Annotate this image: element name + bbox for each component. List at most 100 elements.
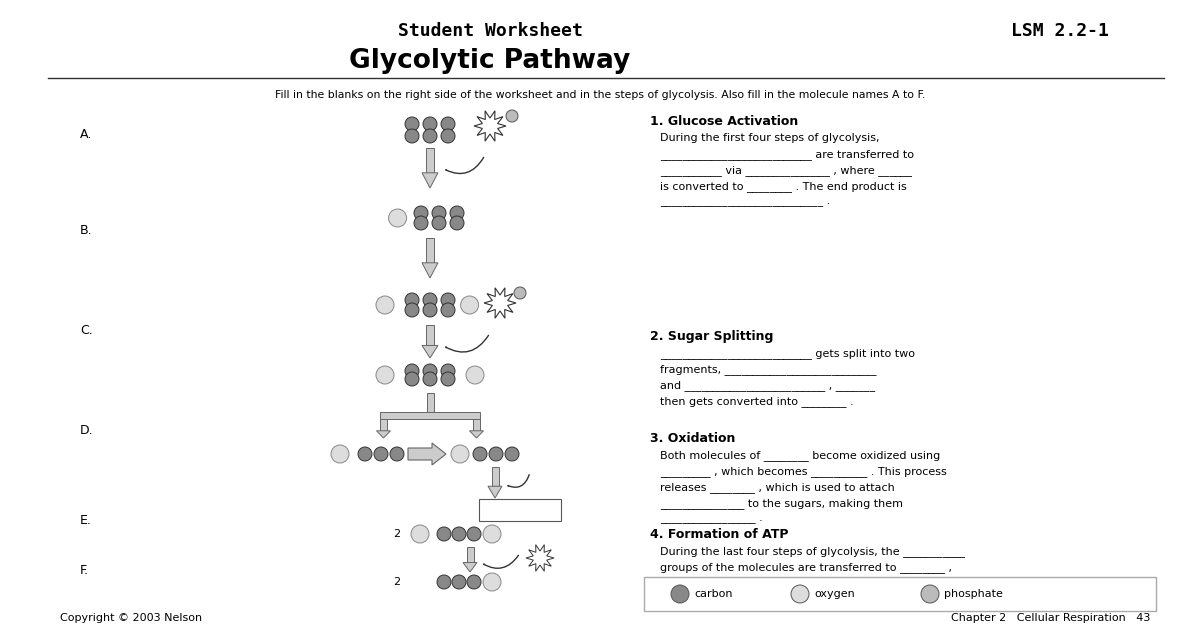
Polygon shape bbox=[474, 111, 506, 141]
Circle shape bbox=[406, 129, 419, 143]
Text: During the last four steps of glycolysis, the ___________: During the last four steps of glycolysis… bbox=[660, 546, 965, 557]
Text: is converted to ________ . The end product is: is converted to ________ . The end produ… bbox=[660, 181, 907, 192]
Circle shape bbox=[505, 447, 520, 461]
Text: Chapter 2   Cellular Respiration   43: Chapter 2 Cellular Respiration 43 bbox=[950, 613, 1150, 623]
Circle shape bbox=[450, 216, 464, 230]
Text: Copyright © 2003 Nelson: Copyright © 2003 Nelson bbox=[60, 613, 202, 623]
Text: 2: 2 bbox=[392, 577, 400, 587]
Circle shape bbox=[922, 585, 940, 603]
Circle shape bbox=[452, 575, 466, 589]
Text: ___________ via _______________ , where ______: ___________ via _______________ , where … bbox=[660, 165, 912, 176]
Bar bbox=[426, 325, 434, 345]
Polygon shape bbox=[526, 545, 554, 571]
Text: _________ , which becomes __________ . This process: _________ , which becomes __________ . T… bbox=[660, 466, 947, 477]
Text: oxygen: oxygen bbox=[814, 589, 854, 599]
Circle shape bbox=[358, 447, 372, 461]
Circle shape bbox=[482, 525, 502, 543]
Polygon shape bbox=[463, 563, 478, 572]
Circle shape bbox=[466, 366, 484, 384]
Circle shape bbox=[376, 296, 394, 314]
Text: carbon: carbon bbox=[694, 589, 732, 599]
Circle shape bbox=[442, 372, 455, 386]
Text: releases ________ , which is used to attach: releases ________ , which is used to att… bbox=[660, 482, 895, 493]
Text: 4. Formation of ATP: 4. Formation of ATP bbox=[650, 528, 788, 541]
Bar bbox=[426, 393, 433, 416]
Circle shape bbox=[424, 293, 437, 307]
Circle shape bbox=[432, 206, 446, 220]
Circle shape bbox=[424, 117, 437, 131]
Circle shape bbox=[424, 303, 437, 317]
Polygon shape bbox=[488, 486, 502, 498]
Text: Both molecules of ________ become oxidized using: Both molecules of ________ become oxidiz… bbox=[660, 450, 941, 461]
Circle shape bbox=[451, 445, 469, 463]
Circle shape bbox=[442, 293, 455, 307]
Text: Fill in the blanks on the right side of the worksheet and in the steps of glycol: Fill in the blanks on the right side of … bbox=[275, 90, 925, 100]
Text: ___________________________ are transferred to: ___________________________ are transfer… bbox=[660, 149, 914, 160]
Circle shape bbox=[450, 206, 464, 220]
Text: and _________________________ , _______: and _________________________ , _______ bbox=[660, 380, 875, 391]
Circle shape bbox=[452, 527, 466, 541]
Bar bbox=[467, 547, 474, 563]
Text: _____________________________ .: _____________________________ . bbox=[660, 197, 830, 207]
Circle shape bbox=[406, 293, 419, 307]
Circle shape bbox=[331, 445, 349, 463]
Polygon shape bbox=[422, 173, 438, 188]
Circle shape bbox=[424, 372, 437, 386]
Circle shape bbox=[442, 303, 455, 317]
Text: During the first four steps of glycolysis,: During the first four steps of glycolysi… bbox=[660, 133, 880, 143]
Text: E.: E. bbox=[80, 513, 92, 527]
Circle shape bbox=[490, 447, 503, 461]
Text: 3. Oxidation: 3. Oxidation bbox=[650, 432, 736, 445]
Bar bbox=[473, 419, 480, 431]
Polygon shape bbox=[484, 288, 516, 318]
Circle shape bbox=[390, 447, 404, 461]
Circle shape bbox=[442, 117, 455, 131]
Circle shape bbox=[406, 303, 419, 317]
Text: _________________________________ .: _________________________________ . bbox=[660, 594, 853, 604]
Text: 1. Glucose Activation: 1. Glucose Activation bbox=[650, 115, 798, 128]
Text: 2: 2 bbox=[392, 529, 400, 539]
FancyBboxPatch shape bbox=[479, 499, 562, 521]
Circle shape bbox=[389, 209, 407, 227]
Circle shape bbox=[410, 525, 430, 543]
Polygon shape bbox=[408, 443, 446, 465]
Circle shape bbox=[482, 573, 502, 591]
Text: ___________________________ gets split into two: ___________________________ gets split i… bbox=[660, 348, 916, 359]
Text: creating _______ . This is done via the process of: creating _______ . This is done via the … bbox=[660, 578, 929, 589]
FancyArrowPatch shape bbox=[446, 158, 484, 173]
Text: F.: F. bbox=[80, 563, 89, 576]
Text: B.: B. bbox=[80, 224, 92, 236]
FancyBboxPatch shape bbox=[644, 577, 1156, 611]
Circle shape bbox=[406, 364, 419, 378]
Circle shape bbox=[374, 447, 388, 461]
Bar bbox=[426, 148, 434, 173]
Circle shape bbox=[514, 287, 526, 299]
Polygon shape bbox=[422, 345, 438, 358]
Text: C.: C. bbox=[80, 323, 92, 336]
Circle shape bbox=[791, 585, 809, 603]
FancyArrowPatch shape bbox=[484, 555, 518, 568]
Circle shape bbox=[461, 296, 479, 314]
Text: LSM 2.2-1: LSM 2.2-1 bbox=[1012, 22, 1109, 40]
Circle shape bbox=[424, 129, 437, 143]
Circle shape bbox=[406, 117, 419, 131]
Circle shape bbox=[473, 447, 487, 461]
FancyArrowPatch shape bbox=[508, 474, 529, 487]
Text: then gets converted into ________ .: then gets converted into ________ . bbox=[660, 396, 853, 407]
Bar bbox=[426, 238, 434, 263]
Circle shape bbox=[442, 129, 455, 143]
Circle shape bbox=[406, 372, 419, 386]
Text: fragments, ___________________________: fragments, ___________________________ bbox=[660, 364, 876, 375]
Circle shape bbox=[506, 110, 518, 122]
Polygon shape bbox=[469, 431, 484, 438]
Circle shape bbox=[467, 575, 481, 589]
Text: _________________ .: _________________ . bbox=[660, 514, 763, 524]
Circle shape bbox=[437, 575, 451, 589]
Text: Glycolytic Pathway: Glycolytic Pathway bbox=[349, 48, 631, 74]
Circle shape bbox=[437, 527, 451, 541]
Text: 2. Sugar Splitting: 2. Sugar Splitting bbox=[650, 330, 773, 343]
Circle shape bbox=[414, 216, 428, 230]
Text: A.: A. bbox=[80, 129, 92, 142]
Circle shape bbox=[467, 527, 481, 541]
Circle shape bbox=[414, 206, 428, 220]
